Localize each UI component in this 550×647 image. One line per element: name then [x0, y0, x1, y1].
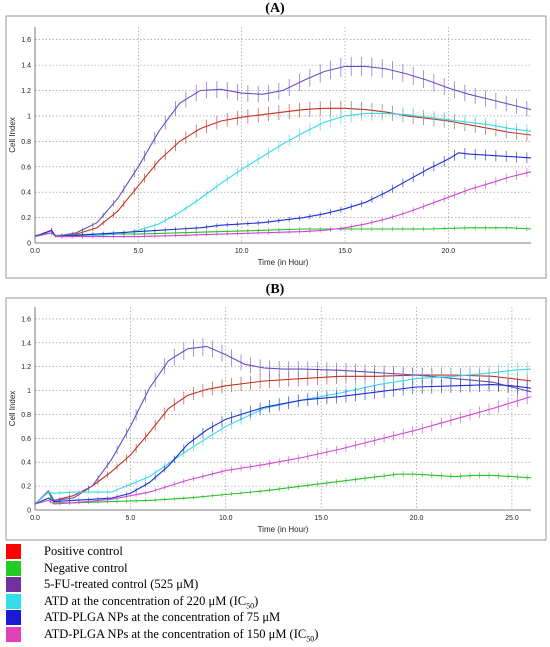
chart-frame [6, 298, 546, 540]
y-tick-label: 1.6 [21, 316, 31, 323]
y-tick-label: 0.2 [21, 484, 31, 491]
legend-swatch [6, 594, 21, 609]
legend-swatch [6, 561, 21, 576]
y-tick-label: 1 [27, 113, 31, 120]
legend-swatch [6, 627, 21, 642]
y-tick-label: 1.6 [21, 37, 31, 44]
x-axis-label: Time (in Hour) [258, 525, 309, 534]
y-tick-label: 1.2 [21, 364, 31, 371]
x-tick-label: 15.0 [314, 515, 328, 522]
legend-item-negative-control: Negative control [6, 560, 546, 577]
y-axis-label: Cell Index [8, 391, 17, 427]
x-tick-label: 5.0 [126, 515, 136, 522]
legend-swatch [6, 577, 21, 592]
y-tick-label: 0.6 [21, 436, 31, 443]
legend-swatch [6, 610, 21, 625]
legend-item-atd-plga-150: ATD-PLGA NPs at the concentration of 150… [6, 626, 546, 643]
y-axis-label: Cell Index [8, 117, 17, 153]
legend-item-atd-plga-75: ATD-PLGA NPs at the concentration of 75 … [6, 609, 546, 626]
legend-item-positive-control: Positive control [6, 543, 546, 560]
legend-item-atd: ATD at the concentration of 220 μM (IC50… [6, 593, 546, 610]
legend-label: ATD-PLGA NPs at the concentration of 75 … [44, 609, 280, 625]
y-tick-label: 0.4 [21, 460, 31, 467]
legend-item-5fu-control: 5-FU-treated control (525 μM) [6, 576, 546, 593]
x-tick-label: 10.0 [219, 515, 233, 522]
y-tick-label: 1.2 [21, 88, 31, 95]
legend-swatch [6, 544, 21, 559]
chart-frame [6, 16, 546, 278]
x-tick-label: 20.0 [442, 248, 456, 255]
y-tick-label: 1 [27, 388, 31, 395]
y-tick-label: 1.4 [21, 63, 31, 70]
x-tick-label: 20.0 [410, 515, 424, 522]
x-tick-label: 10.0 [235, 248, 249, 255]
y-tick-label: 0.8 [21, 412, 31, 419]
legend-label: Negative control [44, 560, 128, 576]
y-tick-label: 0.2 [21, 215, 31, 222]
x-tick-label: 5.0 [133, 248, 143, 255]
y-tick-label: 0 [27, 508, 31, 515]
y-tick-label: 0.6 [21, 164, 31, 171]
y-tick-label: 0.8 [21, 139, 31, 146]
x-axis-label: Time (in Hour) [258, 258, 309, 267]
x-tick-label: 25.0 [505, 515, 519, 522]
x-tick-label: 15.0 [338, 248, 352, 255]
y-tick-label: 0 [27, 241, 31, 248]
y-tick-label: 0.4 [21, 190, 31, 197]
legend-label: ATD-PLGA NPs at the concentration of 150… [44, 626, 318, 647]
x-tick-label: 0.0 [30, 248, 40, 255]
legend: Positive control Negative control 5-FU-t… [6, 543, 546, 642]
y-tick-label: 1.4 [21, 340, 31, 347]
legend-label: Positive control [44, 543, 123, 559]
x-tick-label: 0.0 [30, 515, 40, 522]
legend-label: 5-FU-treated control (525 μM) [44, 576, 198, 592]
